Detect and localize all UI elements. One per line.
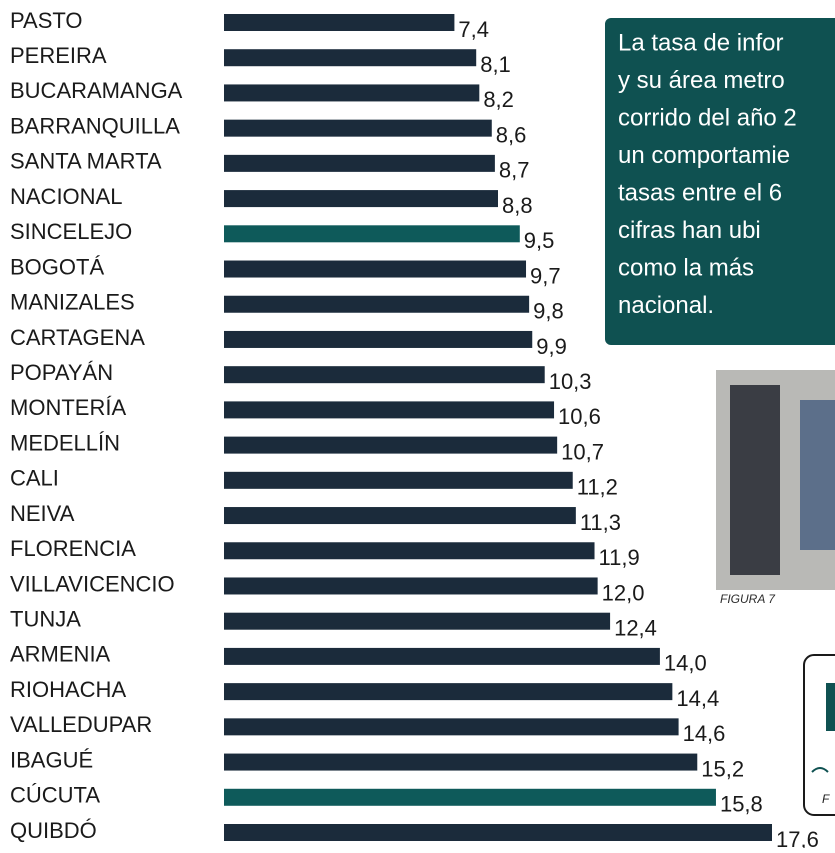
value-label: 11,9 [599,545,640,570]
category-label: BARRANQUILLA [10,113,180,138]
category-label: CARTAGENA [10,325,145,350]
bar [224,225,520,242]
bar [224,331,532,348]
value-label: 8,6 [496,122,527,147]
callout-line: La tasa de infor [618,29,783,56]
bar [224,14,454,31]
info-logo [812,768,828,772]
info-icon [826,683,835,731]
value-label: 14,0 [664,651,707,676]
bar [224,824,772,841]
value-label: 7,4 [458,17,489,42]
bar [224,261,526,278]
value-label: 9,5 [524,228,555,253]
value-label: 12,4 [614,616,657,641]
bar [224,437,557,454]
callout-line: como la más [618,254,754,281]
category-label: NEIVA [10,501,75,526]
category-label: CÚCUTA [10,783,100,808]
bar [224,401,554,418]
value-label: 15,2 [701,756,744,781]
category-label: VILLAVICENCIO [10,571,175,596]
callout-line: y su área metro [618,67,785,94]
bar [224,754,697,771]
category-label: IBAGUÉ [10,747,93,772]
bar [224,507,576,524]
page: La tasa de infor y su área metro corrido d… [0,0,835,848]
callout-line: corrido del año 2 [618,104,797,131]
bar [224,84,479,101]
category-label: QUIBDÓ [10,818,97,843]
category-label: MEDELLÍN [10,430,120,455]
value-label: 9,8 [533,299,564,324]
chart: La tasa de infor y su área metro corrido d… [0,0,835,848]
category-label: BUCARAMANGA [10,78,183,103]
value-label: 8,1 [480,52,511,77]
bar [224,49,476,66]
bar [224,718,679,735]
callout-line: nacional. [618,292,714,319]
category-label: CALI [10,466,59,491]
value-label: 8,8 [502,193,533,218]
bar [224,789,716,806]
value-label: 10,7 [561,439,604,464]
category-label: VALLEDUPAR [10,712,152,737]
category-label: ARMENIA [10,642,111,667]
value-label: 9,9 [536,334,567,359]
bar [224,120,492,137]
category-label: MANIZALES [10,290,135,315]
bar [224,190,498,207]
bar [224,648,660,665]
value-label: 11,3 [580,510,621,535]
bar [224,577,598,594]
category-label: POPAYÁN [10,360,113,385]
info-box [804,655,835,815]
bar [224,472,573,489]
bar [224,155,495,172]
value-label: 15,8 [720,792,763,817]
category-label: RIOHACHA [10,677,126,702]
bar [224,613,610,630]
photo-figure [800,400,835,550]
bar [224,366,545,383]
category-label: FLORENCIA [10,536,136,561]
value-label: 10,6 [558,404,601,429]
value-label: 11,2 [577,475,618,500]
photo-figure [730,385,780,575]
value-label: 14,4 [676,686,719,711]
value-label: 9,7 [530,263,561,288]
value-label: 14,6 [683,721,726,746]
info-text: F [822,792,830,806]
callout-line: un comportamie [618,142,790,169]
callout-line: cifras han ubi [618,217,761,244]
value-label: 8,2 [483,87,514,112]
value-label: 8,7 [499,158,530,183]
value-label: 10,3 [549,369,592,394]
category-label: NACIONAL [10,184,122,209]
category-label: PASTO [10,8,83,33]
category-label: SANTA MARTA [10,149,162,174]
category-label: MONTERÍA [10,395,126,420]
category-label: PEREIRA [10,43,107,68]
value-label: 12,0 [602,580,645,605]
value-label: 17,6 [776,827,819,848]
bar [224,683,672,700]
category-label: BOGOTÁ [10,254,104,279]
figure-label: FIGURA 7 [720,592,776,606]
bar [224,296,529,313]
category-label: TUNJA [10,607,81,632]
callout-line: tasas entre el 6 [618,179,782,206]
category-label: SINCELEJO [10,219,132,244]
bar [224,542,595,559]
